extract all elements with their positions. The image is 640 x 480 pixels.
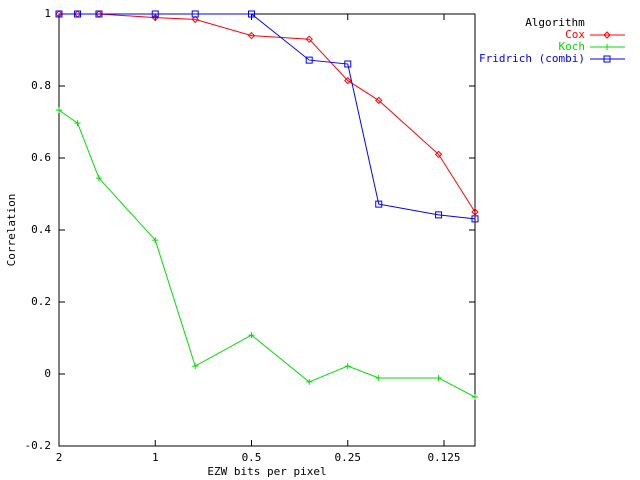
point (248, 332, 255, 339)
point (306, 378, 313, 385)
point (603, 31, 611, 39)
point (344, 76, 352, 85)
legend-label: Koch (559, 40, 586, 53)
point (471, 215, 479, 223)
point (471, 208, 479, 216)
point (248, 10, 256, 18)
legend-label: Fridrich (combi) (479, 52, 585, 65)
point (95, 175, 102, 182)
x-tick-label: 0.125 (427, 451, 460, 464)
point (55, 10, 63, 18)
x-tick-label: 1 (152, 451, 159, 464)
x-tick-label: 0.25 (335, 451, 362, 464)
legend-label: Cox (565, 28, 585, 41)
y-tick-label: 0 (44, 367, 51, 380)
point (375, 96, 383, 105)
point (192, 363, 199, 370)
legend-title: Algorithm (525, 16, 585, 29)
point (74, 120, 81, 127)
point (434, 150, 443, 159)
point (305, 56, 313, 64)
point (344, 60, 352, 68)
y-tick-label: 1 (44, 7, 51, 20)
point (472, 394, 478, 401)
point (191, 15, 199, 24)
y-tick-label: 0.8 (31, 79, 51, 92)
point (56, 107, 62, 114)
point (604, 44, 610, 50)
point (375, 374, 382, 381)
point (152, 237, 159, 244)
y-tick-label: 0.4 (31, 223, 51, 236)
x-tick-label: 2 (56, 451, 63, 464)
point (95, 10, 103, 18)
x-tick-label: 0.5 (242, 451, 262, 464)
y-axis-label: Correlation (5, 194, 18, 267)
point (247, 31, 256, 40)
y-tick-label: 0.2 (31, 295, 51, 308)
y-tick-label: -0.2 (25, 439, 52, 452)
y-tick-label: 0.6 (31, 151, 51, 164)
point (305, 35, 313, 43)
point (191, 10, 199, 18)
series-line (59, 13, 476, 220)
point (74, 10, 82, 18)
x-axis-label: EZW bits per pixel (207, 465, 326, 478)
point (344, 363, 351, 370)
point (435, 374, 442, 381)
point (375, 200, 383, 208)
point (151, 10, 159, 18)
point (603, 55, 611, 63)
point (435, 211, 443, 219)
